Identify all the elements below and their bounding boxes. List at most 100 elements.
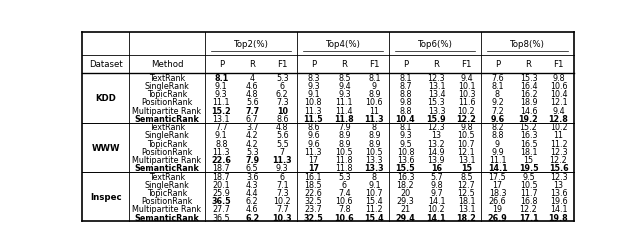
Text: 11.5: 11.5 [303, 114, 323, 123]
Text: 15.4: 15.4 [365, 196, 383, 205]
Text: 14.1: 14.1 [428, 196, 445, 205]
Text: P: P [219, 60, 224, 69]
Text: 9.3: 9.3 [215, 90, 228, 99]
Text: KDD: KDD [95, 94, 116, 103]
Text: 10.5: 10.5 [458, 131, 476, 140]
Text: P: P [403, 60, 408, 69]
Text: 16.3: 16.3 [397, 172, 414, 181]
Text: 29.3: 29.3 [397, 196, 414, 205]
Text: 8.8: 8.8 [215, 139, 227, 148]
Text: SingleRank: SingleRank [145, 82, 189, 91]
Text: 11.3: 11.3 [212, 147, 230, 156]
Text: 9: 9 [495, 139, 500, 148]
Text: 29.4: 29.4 [396, 213, 415, 222]
Text: 11.2: 11.2 [550, 139, 567, 148]
Text: 5.3: 5.3 [276, 74, 289, 82]
Text: 8.9: 8.9 [338, 131, 351, 140]
Text: 7.3: 7.3 [276, 98, 289, 107]
Text: 9.8: 9.8 [430, 180, 443, 189]
Text: 4.6: 4.6 [246, 82, 259, 91]
Text: 6.2: 6.2 [245, 213, 259, 222]
Text: F1: F1 [461, 60, 472, 69]
Text: 17: 17 [492, 180, 502, 189]
Text: 11.2: 11.2 [365, 205, 383, 213]
Text: 5.6: 5.6 [246, 98, 259, 107]
Text: 11.8: 11.8 [335, 155, 353, 164]
Text: 18.2: 18.2 [397, 180, 414, 189]
Text: SemanticRank: SemanticRank [134, 164, 200, 173]
Text: Multipartite Rank: Multipartite Rank [132, 205, 202, 213]
Text: Inspec: Inspec [90, 192, 122, 201]
Text: 13.6: 13.6 [397, 155, 414, 164]
Text: 10.2: 10.2 [458, 106, 476, 115]
Text: 4.6: 4.6 [246, 205, 259, 213]
Text: 4.4: 4.4 [246, 188, 259, 197]
Text: WWW: WWW [92, 143, 120, 152]
Text: 13.2: 13.2 [428, 139, 445, 148]
Text: 10.5: 10.5 [335, 147, 353, 156]
Text: SemanticRank: SemanticRank [134, 114, 200, 123]
Text: 16.4: 16.4 [520, 82, 537, 91]
Text: 12.2: 12.2 [520, 205, 538, 213]
Text: 13.1: 13.1 [212, 114, 230, 123]
Text: PositionRank: PositionRank [141, 147, 193, 156]
Text: 8.8: 8.8 [399, 90, 412, 99]
Text: 6: 6 [280, 82, 285, 91]
Text: 4.2: 4.2 [246, 131, 259, 140]
Text: Dataset: Dataset [89, 60, 122, 69]
Text: 10.4: 10.4 [396, 114, 415, 123]
Text: 10.8: 10.8 [397, 147, 414, 156]
Text: 8.6: 8.6 [307, 123, 319, 132]
Text: 18.1: 18.1 [458, 196, 475, 205]
Text: 9.5: 9.5 [522, 172, 535, 181]
Text: 9.4: 9.4 [552, 106, 565, 115]
Text: 11.4: 11.4 [335, 106, 353, 115]
Text: 8.8: 8.8 [399, 106, 412, 115]
Text: 8.1: 8.1 [492, 82, 504, 91]
Text: 9: 9 [372, 82, 377, 91]
Text: 4: 4 [250, 74, 255, 82]
Text: 9.3: 9.3 [399, 131, 412, 140]
Text: 9.7: 9.7 [430, 188, 443, 197]
Text: 11: 11 [369, 106, 380, 115]
Text: 15.9: 15.9 [427, 114, 446, 123]
Text: 32.5: 32.5 [303, 213, 323, 222]
Text: 14.6: 14.6 [520, 106, 537, 115]
Text: 8.7: 8.7 [399, 82, 412, 91]
Text: 8.8: 8.8 [492, 131, 504, 140]
Text: 3.7: 3.7 [246, 123, 259, 132]
Text: 7.7: 7.7 [276, 205, 289, 213]
Text: 22.6: 22.6 [305, 188, 322, 197]
Text: 12.3: 12.3 [428, 74, 445, 82]
Text: 25.9: 25.9 [212, 188, 230, 197]
Text: 16.2: 16.2 [520, 90, 538, 99]
Text: 9.9: 9.9 [491, 147, 504, 156]
Text: 15.3: 15.3 [428, 98, 445, 107]
Text: 12.7: 12.7 [458, 180, 476, 189]
Text: 13: 13 [554, 180, 563, 189]
Text: 8.1: 8.1 [368, 74, 381, 82]
Text: 17: 17 [308, 164, 319, 173]
Text: 4.3: 4.3 [246, 180, 259, 189]
Text: 13.1: 13.1 [458, 205, 475, 213]
Text: 9.6: 9.6 [490, 114, 504, 123]
Text: 9.6: 9.6 [307, 131, 319, 140]
Text: 8: 8 [372, 123, 377, 132]
Text: 10.4: 10.4 [550, 90, 567, 99]
Text: 10.2: 10.2 [550, 123, 567, 132]
Text: 13.3: 13.3 [365, 155, 383, 164]
Text: 8.9: 8.9 [368, 90, 381, 99]
Text: 13.1: 13.1 [458, 155, 475, 164]
Text: 9.6: 9.6 [307, 139, 319, 148]
Text: TextRank: TextRank [149, 74, 185, 82]
Text: 11.8: 11.8 [335, 114, 355, 123]
Text: 19.5: 19.5 [518, 164, 538, 173]
Text: 14.1: 14.1 [488, 164, 508, 173]
Text: 26.6: 26.6 [489, 196, 506, 205]
Text: 3.6: 3.6 [246, 172, 259, 181]
Text: 12.5: 12.5 [458, 188, 476, 197]
Text: 13.3: 13.3 [365, 164, 384, 173]
Text: 11.1: 11.1 [335, 98, 353, 107]
Text: 18.1: 18.1 [520, 147, 537, 156]
Text: 16.5: 16.5 [520, 139, 538, 148]
